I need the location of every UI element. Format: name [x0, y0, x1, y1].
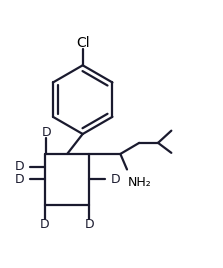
Text: D: D — [40, 218, 50, 231]
Text: D: D — [85, 218, 94, 231]
Text: D: D — [14, 173, 24, 186]
Text: D: D — [41, 126, 51, 139]
Text: Cl: Cl — [76, 36, 89, 50]
Text: NH₂: NH₂ — [128, 176, 152, 189]
Text: D: D — [110, 173, 120, 186]
Text: D: D — [14, 160, 24, 173]
